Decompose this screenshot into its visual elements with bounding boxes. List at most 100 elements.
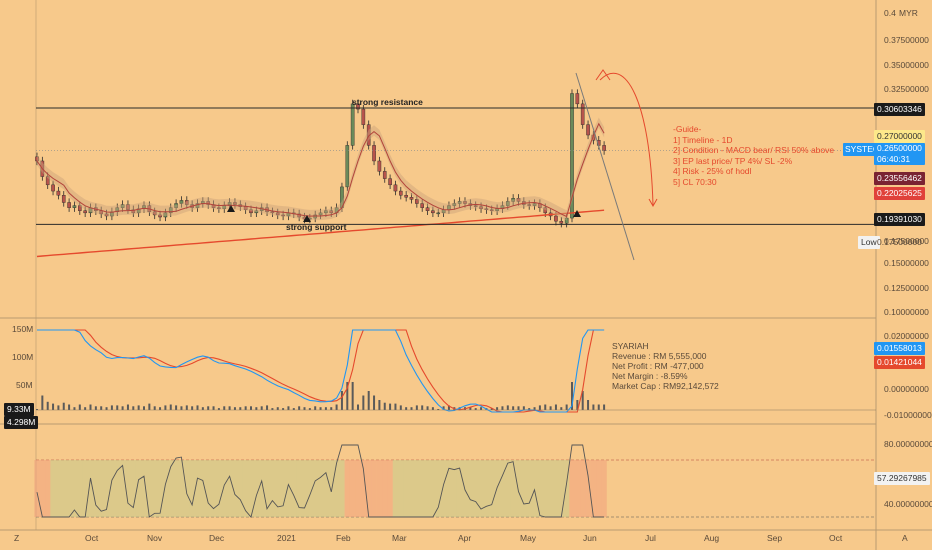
corner-left-button[interactable]: Z bbox=[14, 533, 20, 543]
candle-body bbox=[45, 176, 50, 186]
rsi-zone-cell bbox=[446, 460, 452, 517]
candle-body bbox=[179, 200, 184, 204]
volume-bar bbox=[576, 400, 579, 410]
candle-body bbox=[527, 204, 531, 206]
fundamentals-note[interactable]: SYARIAH Revenue : RM 5,555,000 Net Profi… bbox=[612, 341, 719, 391]
guide-note[interactable]: -Guide- 1] Timeline - 1D 2] Condition - … bbox=[673, 124, 834, 187]
volume-bar bbox=[324, 407, 327, 410]
triangle-marker bbox=[573, 210, 581, 217]
candle-body bbox=[324, 210, 328, 214]
support-label[interactable]: strong support bbox=[286, 222, 347, 232]
guide-line: 2] Condition - MACD bear/ RSI 50% above bbox=[673, 145, 835, 155]
rsi-zone-cell bbox=[280, 460, 286, 517]
volume-bar bbox=[201, 407, 204, 410]
rsi-zone-cell bbox=[82, 460, 88, 517]
volume-bar bbox=[110, 405, 113, 410]
candle-body bbox=[409, 197, 414, 200]
rsi-zone-cell bbox=[366, 460, 372, 517]
volume-bar bbox=[554, 404, 557, 410]
macd-axis-label: -0.01000000 bbox=[884, 410, 932, 420]
rsi-zone-cell bbox=[312, 460, 318, 517]
volume-bar bbox=[137, 405, 140, 410]
volume-bar bbox=[89, 404, 92, 410]
candle-body bbox=[270, 211, 275, 214]
candle-body bbox=[489, 209, 494, 211]
rsi-zone-cell bbox=[440, 460, 447, 517]
time-label: Mar bbox=[392, 533, 407, 543]
macd-line bbox=[37, 329, 605, 413]
price-axis-label: 0.35000000 bbox=[884, 60, 929, 70]
volume-axis-label: 150M bbox=[12, 324, 34, 334]
rsi-zone-cell bbox=[205, 460, 211, 517]
rsi-zone-cell bbox=[392, 460, 399, 517]
volume-bar bbox=[330, 407, 333, 410]
guide-line: 5] CL 70:30 bbox=[673, 176, 717, 187]
rsi-zone-cell bbox=[291, 460, 297, 517]
fund-line: Revenue : RM 5,555,000 bbox=[612, 351, 707, 361]
rsi-zone-cell bbox=[146, 460, 153, 517]
volume-bar bbox=[169, 404, 172, 410]
rsi-zone-cell bbox=[537, 460, 543, 517]
volume-bar bbox=[405, 407, 408, 410]
macd-signal-line bbox=[37, 329, 605, 413]
candle-body bbox=[356, 103, 360, 110]
rsi-zone-cell bbox=[590, 460, 597, 517]
drawings[interactable] bbox=[36, 69, 876, 261]
rsi-zone-cell bbox=[189, 460, 195, 517]
candle-body bbox=[329, 210, 334, 214]
candle-body bbox=[404, 195, 408, 198]
volume-bar bbox=[410, 407, 413, 410]
volume-bar bbox=[57, 405, 60, 410]
volume-bar bbox=[340, 391, 343, 410]
time-label: Oct bbox=[829, 533, 843, 543]
volume-bar bbox=[378, 400, 381, 410]
rsi-zone-cell bbox=[221, 460, 227, 517]
time-label: Nov bbox=[147, 533, 163, 543]
rsi-zone-cell bbox=[162, 460, 169, 517]
volume-bar bbox=[565, 404, 568, 410]
volume-bar bbox=[116, 405, 119, 410]
forecast-arrow bbox=[599, 72, 654, 206]
corner-right-button[interactable]: A bbox=[902, 533, 908, 543]
triangle-marker bbox=[303, 215, 311, 222]
rsi-zone-cell bbox=[135, 460, 142, 517]
rsi-zone-cell bbox=[328, 460, 334, 517]
rsi-zone-cell bbox=[232, 460, 238, 517]
candle-body bbox=[120, 204, 125, 208]
rsi-zone-cell bbox=[580, 460, 586, 517]
rsi-zone-cell bbox=[114, 460, 120, 517]
volume-bar bbox=[528, 408, 531, 410]
volume-bar bbox=[255, 407, 258, 410]
rsi-zone-cell bbox=[119, 460, 126, 517]
volume-bar bbox=[121, 406, 124, 410]
rsi-zone-cell bbox=[430, 460, 436, 517]
candle-body bbox=[372, 145, 376, 162]
volume-bar bbox=[126, 404, 129, 410]
volume-bar bbox=[389, 403, 392, 410]
candle-body bbox=[559, 220, 564, 224]
volume-bar bbox=[159, 407, 162, 410]
signal-value-tag: 0.01421044 bbox=[874, 356, 925, 369]
rsi-zone-cell bbox=[387, 460, 393, 517]
candle-body bbox=[72, 205, 77, 208]
time-label: Sep bbox=[767, 533, 783, 543]
candle-body bbox=[452, 203, 457, 206]
rsi-zone-cell bbox=[408, 460, 415, 517]
price-axis-label: 0.15000000 bbox=[884, 258, 929, 268]
candle-body bbox=[67, 202, 71, 208]
candle-body bbox=[399, 190, 403, 196]
volume-avg-tag: 4.298M bbox=[4, 416, 39, 429]
candle-body bbox=[415, 199, 419, 204]
volume-bar bbox=[367, 391, 370, 410]
volume-bar bbox=[78, 404, 81, 410]
volume-bar bbox=[164, 405, 167, 410]
candle-body bbox=[195, 203, 200, 208]
candle-body bbox=[393, 184, 398, 192]
rsi-zone-cell bbox=[526, 460, 532, 517]
candle-body bbox=[532, 203, 537, 206]
candle-body bbox=[463, 201, 467, 204]
resistance-label[interactable]: strong resistance bbox=[352, 97, 423, 107]
volume-bar bbox=[533, 407, 536, 410]
volume-bar bbox=[581, 391, 584, 410]
